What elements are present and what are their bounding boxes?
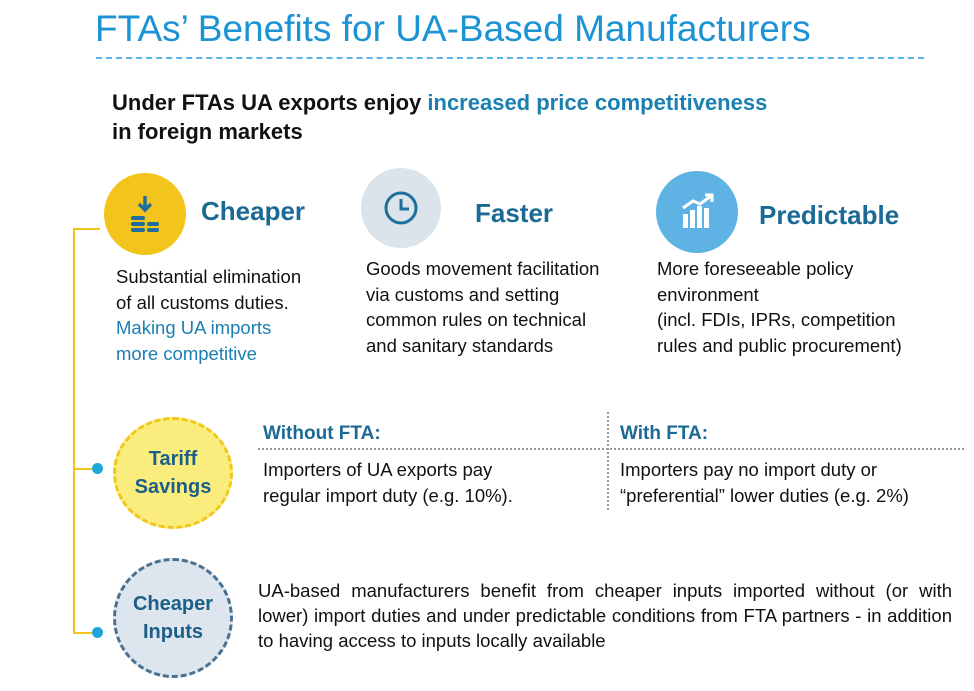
faster-text-line: common rules on technical: [366, 309, 587, 330]
cheaper-inputs-badge: Cheaper Inputs: [113, 558, 233, 678]
bullet-dot-inputs: [92, 627, 103, 638]
lead-highlight: increased price competitiveness: [427, 90, 768, 115]
coins-down-icon: [104, 173, 186, 255]
without-fta-text: Importers of UA exports pay regular impo…: [263, 457, 513, 508]
cheaper-text-line: Substantial elimination: [116, 266, 302, 287]
cheaper-text: Substantial elimination of all customs d…: [116, 264, 301, 315]
predictable-text: More foreseeable policy environment (inc…: [657, 256, 902, 358]
page-title: FTAs’ Benefits for UA-Based Manufacturer…: [95, 8, 811, 49]
cheaper-highlight-line: Making UA imports: [116, 317, 272, 338]
predictable-text-line: More foreseeable policy: [657, 258, 854, 279]
without-fta-line: regular import duty (e.g. 10%).: [263, 484, 513, 506]
with-fta-heading: With FTA:: [620, 423, 709, 444]
cheaper-inputs-label-line1: Cheaper: [132, 593, 214, 615]
without-fta-line: Importers of UA exports pay: [263, 459, 493, 480]
bracket-tick-inputs: [73, 632, 97, 634]
tariff-savings-badge: Tariff Savings: [113, 417, 233, 529]
clock-icon: [361, 168, 441, 248]
predictable-text-line: environment: [657, 283, 759, 305]
bullet-dot-tariff: [92, 463, 103, 474]
cheaper-inputs-text: UA-based manufacturers benefit from chea…: [258, 580, 952, 651]
faster-text: Goods movement facilitation via customs …: [366, 256, 599, 358]
lead-text: Under FTAs UA exports enjoy: [112, 90, 428, 115]
lead-text-line2: in foreign markets: [112, 119, 303, 144]
tariff-savings-label-line2: Savings: [134, 476, 212, 498]
bracket-tick-cheaper: [73, 228, 100, 230]
faster-text-line: Goods movement facilitation: [366, 258, 600, 279]
tariff-savings-label-line1: Tariff: [148, 448, 198, 470]
predictable-heading: Predictable: [759, 200, 900, 230]
cheaper-inputs-label-line2: Inputs: [143, 621, 203, 643]
growth-chart-icon: [656, 171, 738, 253]
cheaper-highlight-text: Making UA imports more competitive: [116, 315, 271, 366]
with-fta-text: Importers pay no import duty or “prefere…: [620, 457, 909, 508]
predictable-text-line: (incl. FDIs, IPRs, competition: [657, 309, 896, 330]
cheaper-text-line: of all customs duties.: [116, 291, 289, 313]
with-fta-line: Importers pay no import duty or: [620, 459, 878, 480]
faster-text-line: via customs and setting: [366, 283, 560, 305]
title-divider: [96, 57, 924, 59]
cheaper-heading: Cheaper: [201, 196, 306, 226]
bracket-line: [73, 228, 75, 632]
faster-text-line: and sanitary standards: [366, 334, 554, 356]
bracket-tick-tariff: [73, 468, 97, 470]
cheaper-highlight-line: more competitive: [116, 342, 257, 364]
faster-heading: Faster: [475, 198, 554, 228]
predictable-text-line: rules and public procurement): [657, 334, 902, 356]
column-header-divider: [258, 448, 964, 450]
without-fta-heading: Without FTA:: [263, 423, 381, 444]
with-fta-line: “preferential” lower duties (e.g. 2%): [620, 484, 909, 506]
column-divider: [607, 412, 609, 510]
lead-statement: Under FTAs UA exports enjoy increased pr…: [112, 88, 767, 146]
